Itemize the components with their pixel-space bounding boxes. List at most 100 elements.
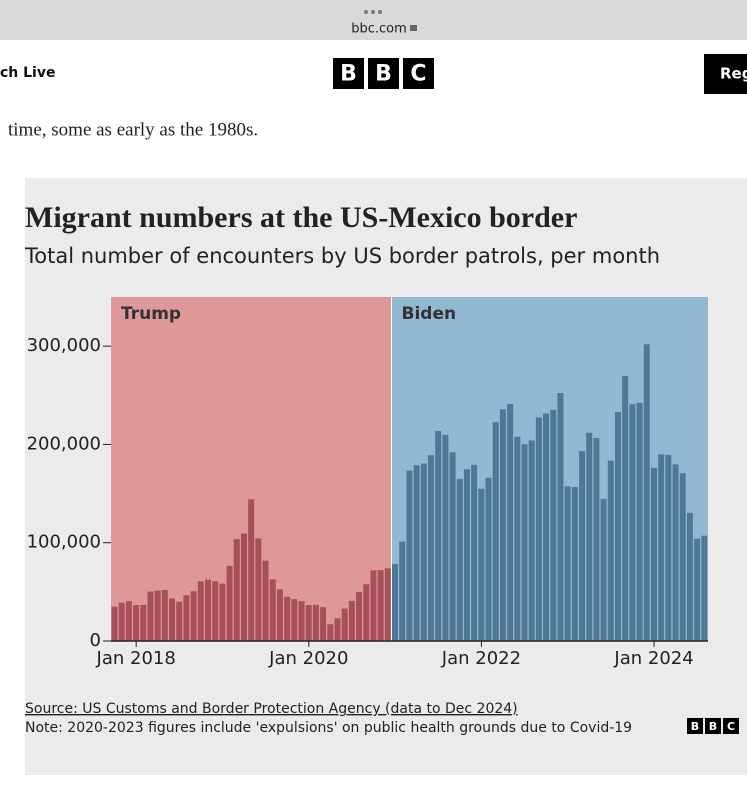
bar — [140, 604, 147, 641]
bar — [528, 440, 535, 641]
x-tick-label: Jan 2022 — [441, 648, 521, 669]
url[interactable]: bbc.com — [351, 22, 407, 37]
chart-subtitle: Total number of encounters by US border … — [24, 244, 660, 268]
dot — [378, 10, 382, 14]
note: Note: 2020-2023 figures include 'expulsi… — [25, 720, 633, 736]
logo-letter: C — [410, 62, 426, 87]
bar — [658, 454, 665, 641]
bar — [643, 344, 650, 641]
logo-box — [687, 718, 703, 734]
bar — [463, 469, 470, 641]
logo-letter: B — [691, 720, 699, 733]
bar — [614, 412, 621, 641]
bar — [147, 591, 154, 641]
bar — [471, 464, 478, 641]
bar — [240, 533, 247, 641]
bar — [478, 488, 485, 641]
logo-letter: B — [340, 62, 357, 87]
bar — [248, 499, 255, 641]
x-tick-label: Jan 2024 — [613, 648, 693, 669]
bar — [406, 470, 413, 641]
logo-box — [368, 58, 399, 89]
bar — [169, 598, 176, 641]
bar — [456, 479, 463, 641]
bar — [276, 589, 283, 641]
bar — [413, 465, 420, 641]
bar — [557, 393, 564, 641]
bar — [579, 451, 586, 641]
logo-letter: C — [727, 720, 735, 733]
dot — [364, 10, 368, 14]
bar — [521, 444, 528, 641]
period-label: Trump — [121, 304, 181, 324]
bar — [284, 596, 291, 641]
register-button[interactable] — [704, 54, 747, 94]
bar — [226, 565, 233, 641]
bar — [312, 604, 319, 641]
logo-letter: B — [709, 720, 717, 733]
bar — [586, 432, 593, 641]
bar — [363, 584, 370, 641]
note-box: Note: 2020-2023 figures include 'expulsi… — [25, 720, 633, 736]
bar — [233, 539, 240, 641]
logo-box — [723, 718, 739, 734]
bar — [686, 512, 693, 641]
bar — [514, 436, 521, 641]
bar — [197, 581, 204, 641]
x-tick-label: Jan 2018 — [96, 648, 176, 669]
bar — [449, 452, 456, 641]
bar — [492, 422, 499, 641]
bar — [392, 563, 399, 641]
logo-box — [705, 718, 721, 734]
register-text[interactable]: Reg — [720, 65, 747, 83]
bar — [154, 590, 161, 641]
bar — [543, 413, 550, 641]
browser-bar — [0, 0, 747, 40]
bar — [550, 409, 557, 641]
bar — [262, 560, 269, 641]
bar — [672, 464, 679, 641]
nav-link[interactable]: ch Live — [0, 65, 55, 81]
bar — [320, 607, 327, 641]
article-text: time, some as early as the 1980s. — [8, 119, 258, 140]
source[interactable]: Source: US Customs and Border Protection… — [25, 701, 518, 717]
bar — [420, 463, 427, 641]
bar — [327, 624, 334, 641]
bar — [701, 535, 708, 641]
bar — [334, 618, 341, 641]
bar — [535, 417, 542, 641]
logo-letter: B — [375, 62, 392, 87]
bar — [255, 538, 262, 641]
bar — [499, 409, 506, 641]
bar — [485, 477, 492, 641]
bar — [212, 581, 219, 641]
bar — [622, 375, 629, 641]
bar — [571, 487, 578, 641]
dot — [371, 10, 375, 14]
chart-title: Migrant numbers at the US-Mexico border — [25, 201, 577, 234]
bar — [507, 404, 514, 641]
bar — [183, 595, 190, 641]
bar — [176, 601, 183, 641]
lock-icon — [410, 25, 417, 31]
plot: Trump Biden 0 100,000 200,000 300,000 Jan 2018… — [27, 297, 708, 669]
bar — [111, 606, 118, 641]
bar — [190, 591, 197, 641]
bar — [636, 402, 643, 641]
bar — [427, 455, 434, 641]
bar — [384, 568, 391, 641]
bar — [377, 570, 384, 641]
bar — [125, 601, 132, 641]
bar — [356, 591, 363, 641]
y-tick-label: 0 — [90, 630, 101, 651]
bar — [665, 454, 672, 641]
period-label: Biden — [402, 304, 457, 324]
bar — [694, 538, 701, 641]
bar — [564, 486, 571, 641]
bar — [629, 404, 636, 641]
bar — [348, 600, 355, 641]
